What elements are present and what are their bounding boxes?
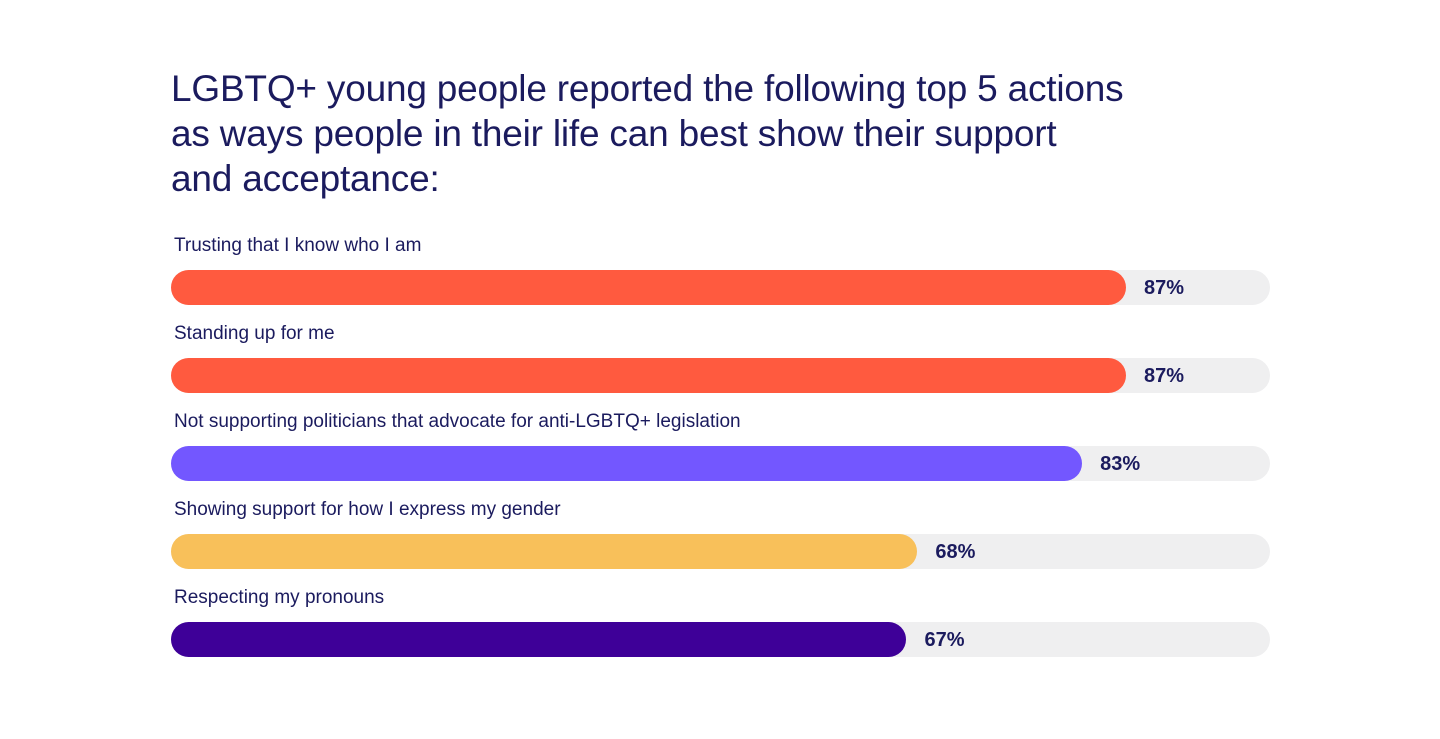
- category-label: Standing up for me: [174, 323, 335, 344]
- data-label: 87%: [1144, 365, 1185, 387]
- data-label: 68%: [935, 541, 976, 563]
- bar: [171, 622, 907, 657]
- bar-chart: Trusting that I know who I am 87% Standi…: [171, 234, 1270, 674]
- bar-track: [171, 446, 1270, 481]
- bar-row: Trusting that I know who I am 87%: [171, 234, 1270, 322]
- bar-row: Respecting my pronouns 67%: [171, 586, 1270, 674]
- bar-track: [171, 270, 1270, 305]
- data-label: 87%: [1144, 277, 1185, 299]
- bar-row: Standing up for me 87%: [171, 322, 1270, 410]
- bar-track: [171, 622, 1270, 657]
- data-label: 67%: [924, 629, 965, 651]
- category-label: Showing support for how I express my gen…: [174, 499, 561, 520]
- chart-title-line-1: LGBTQ+ young people reported the followi…: [171, 68, 1124, 109]
- bar-row: Not supporting politicians that advocate…: [171, 410, 1270, 498]
- category-label: Trusting that I know who I am: [174, 235, 422, 256]
- category-label: Not supporting politicians that advocate…: [174, 411, 741, 432]
- data-label: 83%: [1100, 453, 1141, 475]
- bar: [171, 446, 1083, 481]
- chart-title-line-3: and acceptance:: [171, 158, 440, 199]
- bar-row: Showing support for how I express my gen…: [171, 498, 1270, 586]
- category-label: Respecting my pronouns: [174, 587, 385, 608]
- bar: [171, 358, 1126, 393]
- bar: [171, 270, 1126, 305]
- bar-track: [171, 534, 1270, 569]
- chart-title-line-2: as ways people in their life can best sh…: [171, 113, 1057, 154]
- bar: [171, 534, 918, 569]
- bar-track: [171, 358, 1270, 393]
- chart-title: LGBTQ+ young people reported the followi…: [171, 66, 1251, 201]
